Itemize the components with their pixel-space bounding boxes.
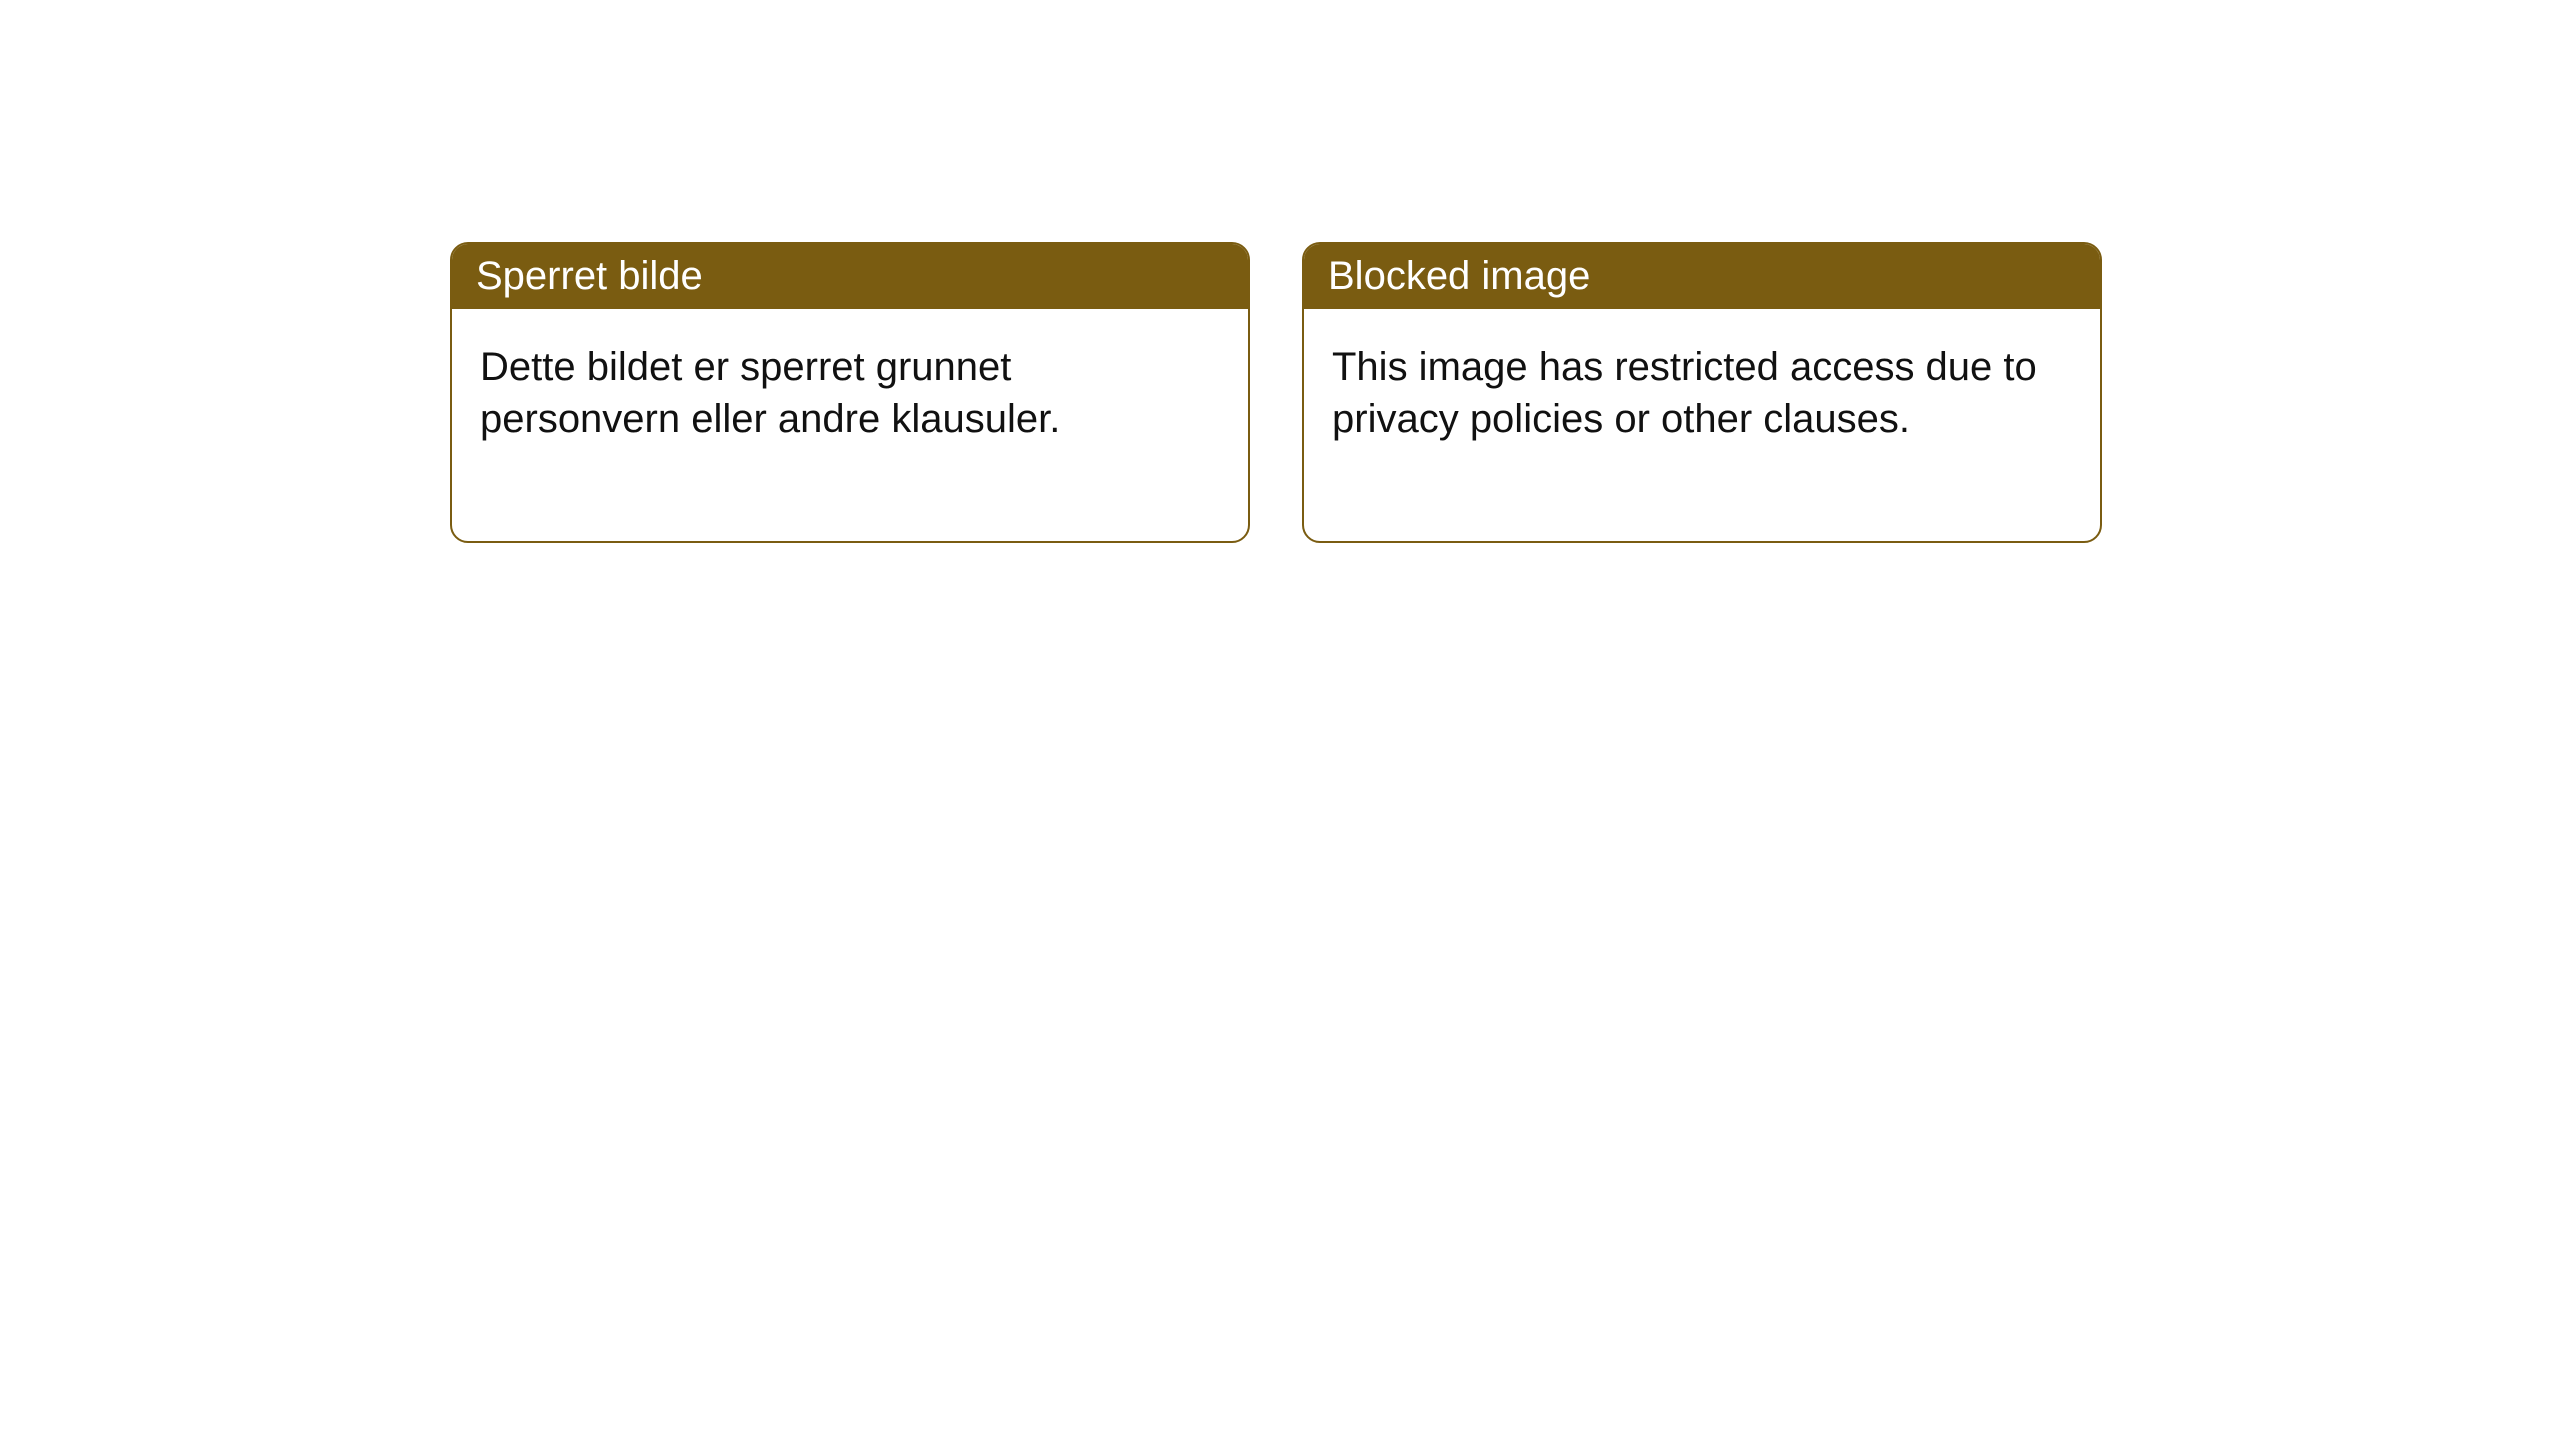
blocked-image-card-no: Sperret bilde Dette bildet er sperret gr… — [450, 242, 1250, 543]
card-body-no: Dette bildet er sperret grunnet personve… — [452, 309, 1248, 541]
card-header-no: Sperret bilde — [452, 244, 1248, 309]
card-header-en: Blocked image — [1304, 244, 2100, 309]
blocked-image-card-en: Blocked image This image has restricted … — [1302, 242, 2102, 543]
card-body-en: This image has restricted access due to … — [1304, 309, 2100, 541]
notice-container: Sperret bilde Dette bildet er sperret gr… — [0, 0, 2560, 543]
